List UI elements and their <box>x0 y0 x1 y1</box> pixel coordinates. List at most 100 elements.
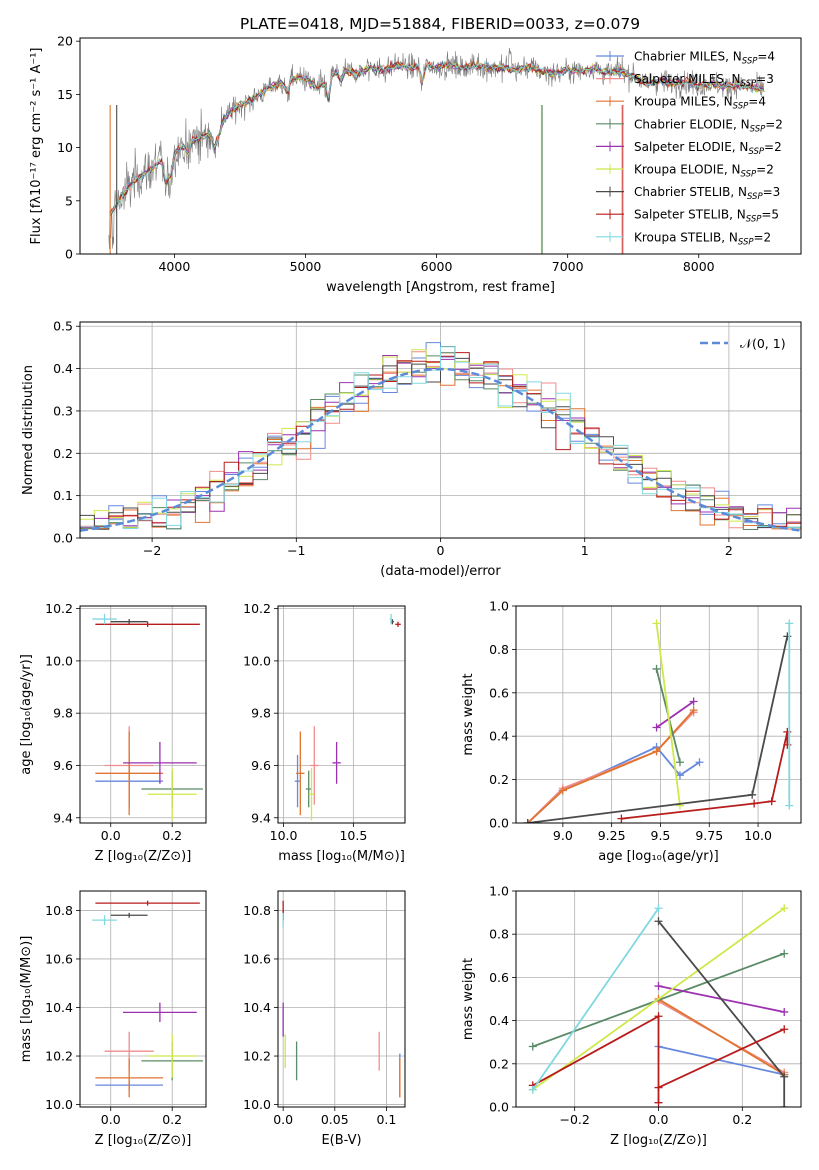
y-axis-label: mass weight <box>461 958 476 1040</box>
series-marker <box>528 1085 537 1094</box>
y-tick-label: 0.6 <box>489 970 509 985</box>
y-axis-label: mass weight <box>461 673 476 755</box>
y-tick-label: 10.8 <box>243 903 271 918</box>
y-tick-label: 0.4 <box>489 729 509 744</box>
y-tick-label: 9.6 <box>53 758 73 773</box>
spectrum-legend: Chabrier MILES, NSSP=4 Salpeter MILES, NS… <box>596 50 783 247</box>
series-salpeter-elodie <box>652 697 698 732</box>
x-tick-label: 10.0 <box>270 828 298 843</box>
legend-label-normal: 𝒩(0, 1) <box>740 336 786 351</box>
legend-label-kroupa-miles: Kroupa MILES, NSSP=4 <box>634 95 766 112</box>
series-marker <box>767 797 776 806</box>
axes-weight_vs_age: 9.0 9.25 9.5 9.75 10.0 0.0 0.2 0.4 0.6 0.8 1.0 age … <box>461 599 801 864</box>
marks-residuals <box>80 342 801 532</box>
point-salpeter-elodie <box>123 1002 197 1023</box>
axes-frame-residuals <box>79 321 802 539</box>
legend-label-chabrier-miles: Chabrier MILES, NSSP=4 <box>634 50 775 67</box>
series-marker <box>780 1007 789 1016</box>
series-marker <box>654 1083 663 1092</box>
x-tick-label: 9.75 <box>695 828 723 843</box>
y-axis-label: mass [log₁₀(M/M⊙)] <box>19 936 34 1063</box>
marks-mass_vs_ebv <box>282 900 401 1098</box>
series-line <box>532 1014 785 1103</box>
y-tick-label: 9.8 <box>251 706 271 721</box>
y-tick-label: 0.2 <box>489 772 509 787</box>
y-tick-label: 0.8 <box>489 927 509 942</box>
y-tick-label: 10.4 <box>243 1000 271 1015</box>
point-salpeter-stelib <box>95 900 200 906</box>
y-tick-label: 0.0 <box>489 1100 509 1115</box>
series-marker <box>675 758 684 767</box>
point-kroupa-elodie <box>308 768 315 821</box>
series-kroupa-stelib <box>785 619 794 810</box>
x-tick-label: 2 <box>725 543 733 558</box>
y-tick-label: 10.6 <box>45 951 73 966</box>
x-tick-label: 6000 <box>421 259 453 274</box>
x-tick-label: 0.2 <box>732 1112 752 1127</box>
x-axis-label: mass [log₁₀(M/M⊙)] <box>278 849 405 864</box>
series-marker <box>528 1042 537 1051</box>
point-kroupa-stelib <box>92 613 117 625</box>
x-tick-label: 0.2 <box>162 1112 182 1127</box>
series-marker <box>785 619 794 628</box>
x-axis-label: wavelength [Angstrom, rest frame] <box>326 280 555 295</box>
marks-age_vs_Z <box>92 613 203 821</box>
x-axis-label: E(B-V) <box>321 1133 361 1148</box>
y-tick-label: 1.0 <box>489 884 509 899</box>
marks-spectrum <box>108 47 765 254</box>
y-tick-label: 15 <box>57 87 73 102</box>
histogram-kroupa-miles <box>80 361 801 530</box>
axes-frame-age_vs_mass <box>277 605 406 824</box>
normal-curve <box>80 367 801 532</box>
y-tick-label: 10.0 <box>45 1097 73 1112</box>
series-chabrier-miles <box>654 1042 789 1079</box>
legend-label-chabrier-stelib: Chabrier STELIB, NSSP=3 <box>634 185 780 202</box>
y-tick-label: 0.4 <box>53 361 73 376</box>
axes-residuals: −2 −1 0 1 2 0.0 0.1 0.2 0.3 0.4 0.5 (data-model)/er… <box>21 319 801 579</box>
y-tick-label: 10.2 <box>45 601 73 616</box>
x-tick-label: 0.0 <box>101 1112 121 1127</box>
series-marker <box>689 706 698 715</box>
y-tick-label: 1.0 <box>489 599 509 614</box>
x-tick-label: 0.1 <box>376 1112 396 1127</box>
y-tick-label: 20 <box>57 34 73 49</box>
x-tick-label: 1 <box>581 543 589 558</box>
y-tick-label: 5 <box>65 193 73 208</box>
y-tick-label: 10.0 <box>45 653 73 668</box>
series-marker <box>654 982 663 991</box>
x-axis-label: age [log₁₀(age/yr)] <box>598 849 719 864</box>
series-marker <box>750 799 759 808</box>
axes-frame-age_vs_Z <box>79 605 207 824</box>
series-line <box>655 623 681 806</box>
series-marker <box>780 949 789 958</box>
y-tick-label: 0.6 <box>489 685 509 700</box>
point-kroupa-elodie <box>147 768 197 821</box>
y-axis-label: Flux [fλ10⁻¹⁷ erg cm⁻² s⁻¹ A⁻¹] <box>29 48 44 245</box>
series-chabrier-stelib <box>523 632 792 823</box>
y-tick-label: 9.4 <box>251 810 271 825</box>
series-line <box>658 1045 785 1076</box>
point-kroupa-stelib <box>92 915 117 925</box>
x-tick-label: 8000 <box>683 259 715 274</box>
point-salpeter-miles <box>310 726 319 805</box>
axes-frame-mass_vs_Z <box>79 890 207 1108</box>
legend-label-salpeter-stelib: Salpeter STELIB, NSSP=5 <box>634 208 779 225</box>
series-chabrier-stelib <box>654 917 789 1107</box>
series-marker <box>780 1072 789 1081</box>
y-tick-label: 0.8 <box>489 642 509 657</box>
y-tick-label: 0.2 <box>53 446 73 461</box>
legend-label-kroupa-elodie: Kroupa ELODIE, NSSP=2 <box>634 163 774 180</box>
series-line <box>532 907 660 1091</box>
axes-mass_vs_Z: 0.0 0.2 10.0 10.2 10.4 10.6 10.8 Z [log₁₀(Z/Z⊙)… <box>19 891 206 1148</box>
series-marker <box>689 697 698 706</box>
series-marker <box>780 904 789 913</box>
x-tick-label: 9.0 <box>553 828 573 843</box>
x-tick-label: −1 <box>287 543 305 558</box>
x-tick-label: 10.5 <box>339 828 367 843</box>
x-tick-label: 0.0 <box>649 1112 669 1127</box>
point-kroupa-elodie <box>147 1034 197 1078</box>
axes-frame-weight_vs_age <box>515 605 802 824</box>
y-tick-label: 10 <box>57 140 73 155</box>
axes-spectrum: 4000 5000 6000 7000 8000 0 5 10 15 20 wavelength [… <box>29 34 715 295</box>
